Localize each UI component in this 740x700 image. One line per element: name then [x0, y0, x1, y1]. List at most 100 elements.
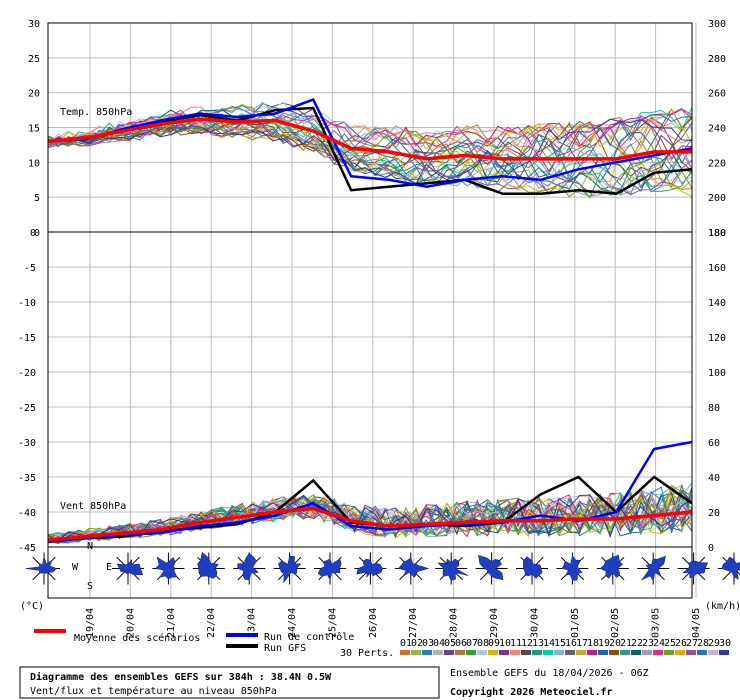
pert-legend-number: 03 [422, 638, 434, 649]
temp-pert-line [47, 109, 693, 195]
pert-legend-number: 08 [477, 638, 489, 649]
wind-ytick-label: -45 [18, 543, 36, 554]
wind-main-series-line [47, 506, 693, 542]
wind-ytick-label: -15 [18, 333, 36, 344]
wind-rose [596, 552, 629, 585]
pert-legend-swatch [400, 650, 410, 655]
pert-legend-swatch [664, 650, 674, 655]
date-tick-label: 24/04 [287, 608, 298, 638]
legend: Moyenne des scénarios Run de contrôle Ru… [34, 629, 731, 659]
wind-ytick-label: -10 [18, 298, 36, 309]
wind-ytick-label: -30 [18, 438, 36, 449]
pert-legend-number: 24 [653, 638, 665, 649]
date-tick-label: 23/04 [247, 608, 258, 638]
date-tick-label: 03/05 [651, 608, 662, 638]
pert-legend-swatch [455, 650, 465, 655]
temp-ytick-label: 5 [34, 193, 40, 204]
pert-legend-number: 30 [719, 638, 731, 649]
pert-legend-number: 22 [631, 638, 643, 649]
pert-legend: 0102030405060708091011121314151617181920… [400, 638, 731, 655]
wind-pert-line [47, 493, 693, 544]
date-tick-label: 28/04 [449, 608, 460, 638]
wind-pert-line [47, 494, 693, 542]
wind-rose-shape [237, 552, 259, 580]
wind-right-tick-label: 60 [708, 438, 720, 449]
wind-rose [25, 552, 60, 585]
wind-rose-shape [561, 555, 583, 581]
pert-legend-swatch [422, 650, 432, 655]
date-tick-label: 27/04 [408, 608, 419, 638]
pert-legend-swatch [719, 650, 729, 655]
wind-ytick-label: 0 [30, 228, 36, 239]
temp-right-tick-label: 220 [708, 158, 726, 169]
pert-legend-number: 04 [433, 638, 445, 649]
pert-legend-number: 14 [543, 638, 555, 649]
pert-legend-swatch [521, 650, 531, 655]
pert-legend-swatch [653, 650, 663, 655]
pert-legend-swatch [620, 650, 630, 655]
pert-legend-swatch [708, 650, 718, 655]
pert-legend-number: 17 [576, 638, 588, 649]
pert-legend-swatch [675, 650, 685, 655]
temp-ytick-label: 30 [28, 19, 40, 30]
date-tick-label: 25/04 [327, 608, 338, 638]
pert-legend-number: 29 [708, 638, 720, 649]
temp-pert-line [47, 108, 693, 154]
pert-legend-number: 19 [598, 638, 610, 649]
pert-legend-number: 18 [587, 638, 599, 649]
wind-rose [718, 552, 740, 585]
pert-legend-number: 02 [411, 638, 423, 649]
pert-legend-swatch [565, 650, 575, 655]
pert-legend-number: 27 [686, 638, 698, 649]
pert-legend-number: 07 [466, 638, 478, 649]
wind-right-tick-label: 40 [708, 473, 720, 484]
temp-ytick-label: 10 [28, 158, 40, 169]
compass-e: E [106, 562, 112, 573]
pert-legend-swatch [609, 650, 619, 655]
pert-legend-number: 15 [554, 638, 566, 649]
wind-rose [192, 551, 225, 585]
wind-rose-shape [437, 558, 469, 581]
temp-pert-line [47, 112, 693, 185]
temp-main-series-line [47, 117, 692, 161]
wind-ytick-label: -25 [18, 403, 36, 414]
wind-rose [314, 552, 346, 585]
pert-legend-swatch [598, 650, 608, 655]
left-unit-label: (°C) [20, 601, 44, 612]
wind-rose-shape [197, 551, 219, 579]
pert-legend-swatch [488, 650, 498, 655]
wind-rose-shape [478, 554, 504, 581]
pert-legend-number: 10 [499, 638, 511, 649]
pert-legend-number: 20 [609, 638, 621, 649]
temp-right-tick-label: 260 [708, 89, 726, 100]
date-tick-label: 01/05 [570, 608, 581, 638]
wind-rose [152, 552, 185, 585]
wind-rose [354, 552, 387, 585]
date-tick-label: 21/04 [166, 608, 177, 638]
temp-right-tick-label: 240 [708, 124, 726, 135]
date-tick-label: 20/04 [125, 608, 136, 638]
legend-control-label: Run de contrôle [264, 631, 354, 643]
plot-frame [47, 22, 693, 599]
wind-rose [475, 552, 508, 585]
pert-legend-number: 23 [642, 638, 654, 649]
date-tick-label: 26/04 [368, 608, 379, 638]
wind-ytick-label: -20 [18, 368, 36, 379]
pert-legend-number: 21 [620, 638, 632, 649]
wind-rose-shape [116, 558, 144, 576]
temp-panel-title: Temp. 850hPa [60, 107, 132, 118]
legend-perts-label: 30 Perts. [340, 648, 394, 659]
wind-rose-shape [356, 558, 383, 579]
wind-ytick-label: -5 [24, 263, 36, 274]
main-series-lines [47, 98, 693, 544]
pert-legend-swatch [499, 650, 509, 655]
wind-rose [435, 552, 469, 585]
wind-rose-shape [317, 558, 342, 581]
compass-n: N [87, 541, 93, 552]
wind-rose-shape [682, 560, 709, 579]
wind-rose-shape [278, 555, 302, 584]
copyright: Copyright 2026 Meteociel.fr [450, 686, 613, 698]
wind-rose-shape [25, 556, 58, 574]
pert-legend-number: 26 [675, 638, 687, 649]
